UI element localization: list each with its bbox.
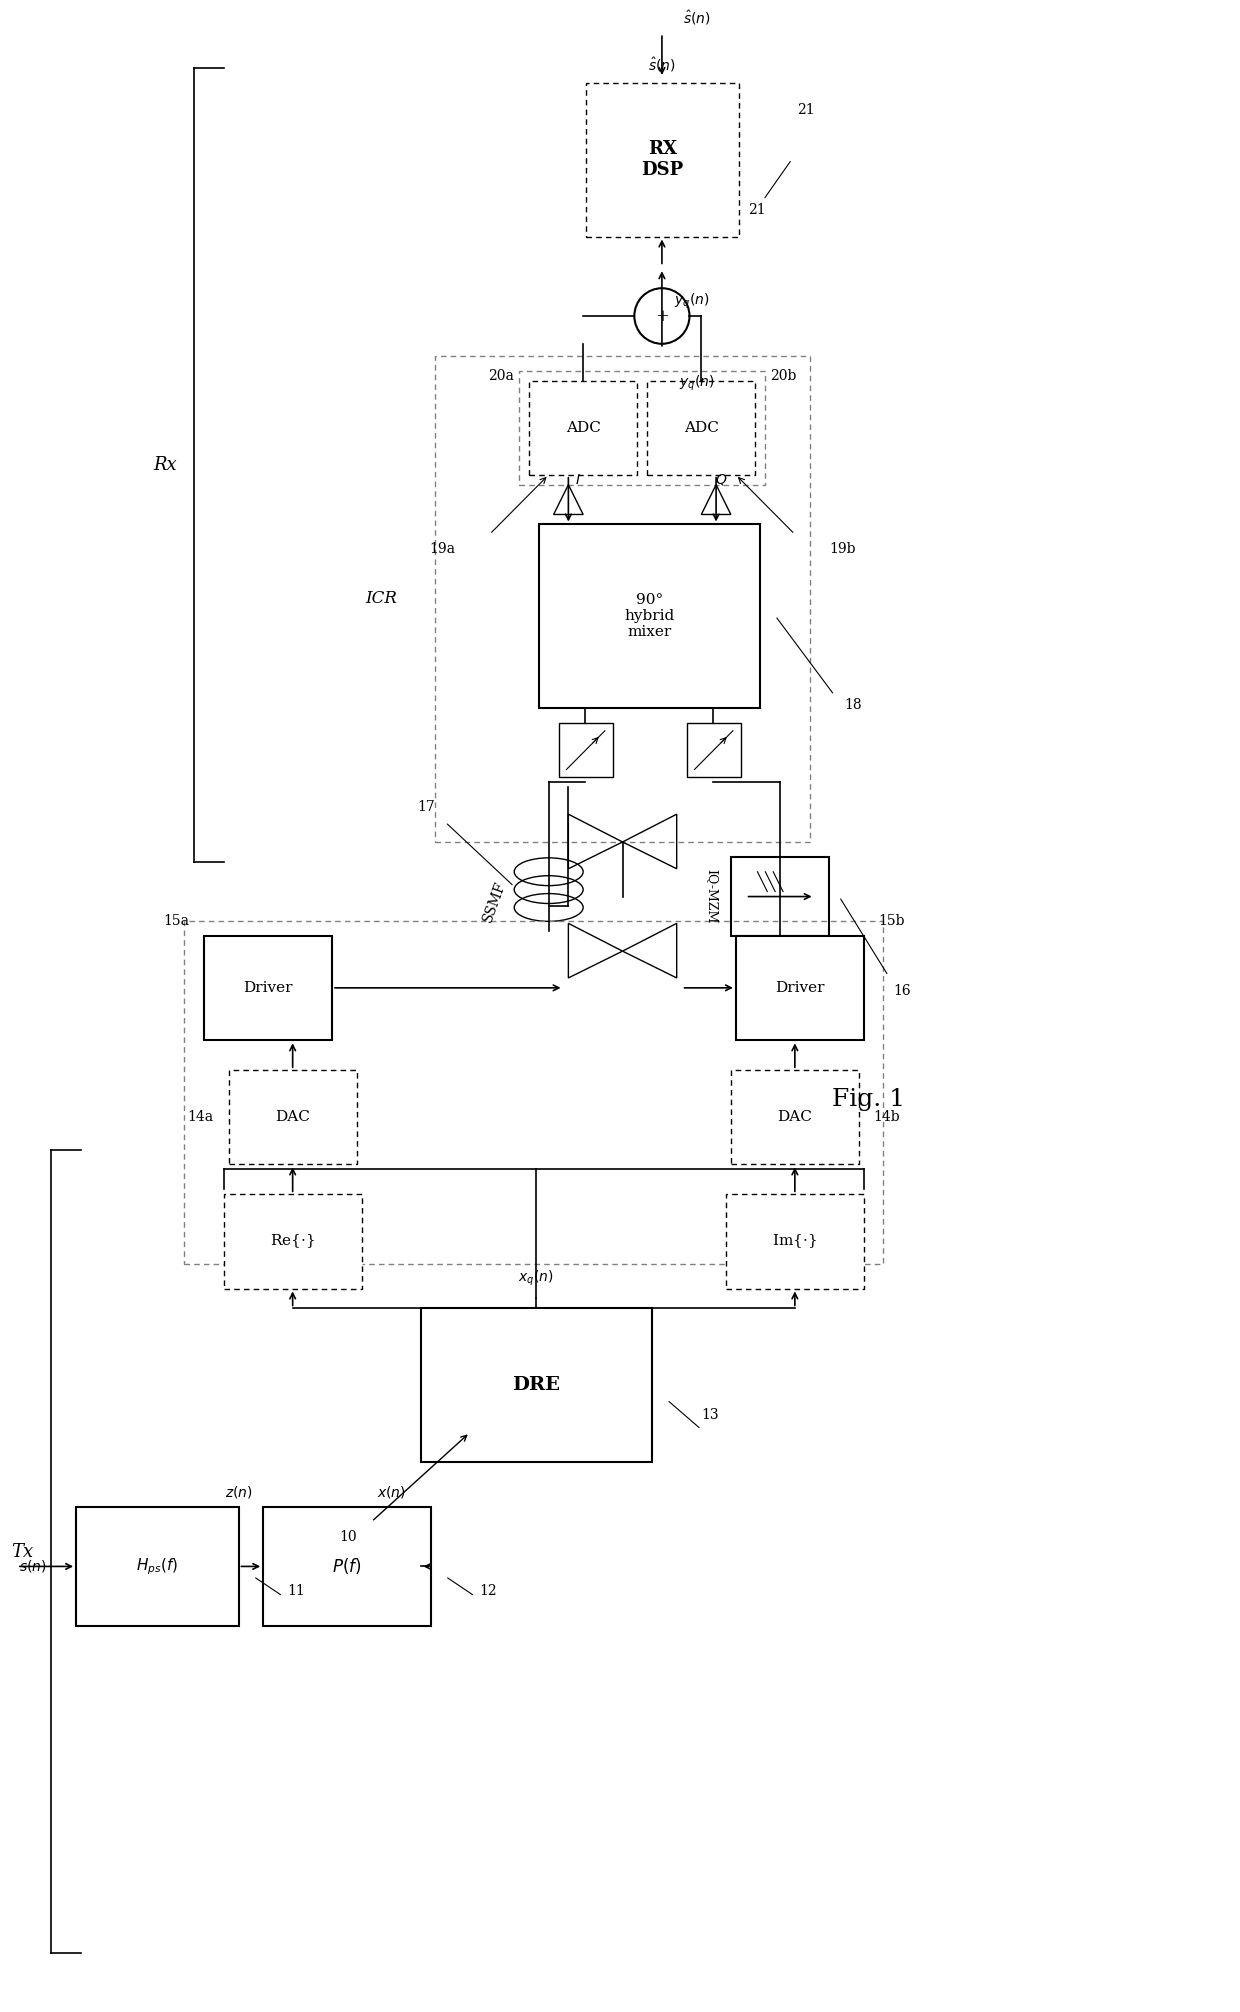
Text: 20b: 20b: [770, 368, 796, 382]
Text: DRE: DRE: [512, 1376, 560, 1394]
Text: 15b: 15b: [879, 913, 905, 928]
Bar: [687, 722, 740, 777]
Bar: [730, 857, 830, 936]
Bar: [587, 82, 739, 237]
Text: IQ-MZM: IQ-MZM: [704, 869, 718, 924]
Text: Tx: Tx: [11, 1543, 33, 1561]
Text: 19b: 19b: [830, 541, 856, 555]
Text: $z(n)$: $z(n)$: [224, 1485, 253, 1501]
Text: $s(n)$: $s(n)$: [19, 1559, 46, 1575]
Text: $Q$: $Q$: [714, 473, 727, 487]
Text: SSMF: SSMF: [481, 879, 508, 924]
Bar: [223, 1195, 362, 1288]
Bar: [529, 380, 637, 475]
Text: ICR: ICR: [366, 590, 397, 608]
Text: 12: 12: [480, 1583, 497, 1598]
Bar: [228, 1070, 357, 1165]
Text: 19a: 19a: [429, 541, 455, 555]
Text: 16: 16: [893, 984, 911, 998]
Text: $x_q(n)$: $x_q(n)$: [518, 1270, 553, 1288]
Text: 10: 10: [339, 1529, 357, 1543]
Bar: [539, 525, 760, 708]
Bar: [647, 380, 755, 475]
Text: 21: 21: [748, 161, 790, 217]
Text: $y_q(n)$: $y_q(n)$: [678, 374, 714, 392]
Text: Re{$\cdot$}: Re{$\cdot$}: [270, 1233, 315, 1249]
Text: 11: 11: [288, 1583, 305, 1598]
Bar: [420, 1308, 652, 1463]
Text: $\hat{s}(n)$: $\hat{s}(n)$: [649, 56, 676, 74]
Text: 14a: 14a: [187, 1111, 213, 1125]
Text: 17: 17: [418, 801, 435, 815]
Bar: [435, 356, 810, 841]
Text: $P(f)$: $P(f)$: [332, 1557, 362, 1577]
Bar: [558, 722, 613, 777]
Text: $x(n)$: $x(n)$: [377, 1485, 405, 1501]
Bar: [76, 1507, 238, 1626]
Text: 13: 13: [702, 1408, 719, 1422]
Text: DAC: DAC: [777, 1111, 812, 1125]
Text: 14b: 14b: [874, 1111, 900, 1125]
Text: ADC: ADC: [565, 421, 600, 435]
Text: Rx: Rx: [153, 457, 176, 475]
Bar: [725, 1195, 864, 1288]
Bar: [205, 936, 332, 1040]
Bar: [263, 1507, 430, 1626]
Text: 15a: 15a: [164, 913, 190, 928]
Bar: [730, 1070, 859, 1165]
Text: $H_{ps}(f)$: $H_{ps}(f)$: [136, 1555, 179, 1577]
Bar: [185, 921, 883, 1264]
Text: $y_q(n)$: $y_q(n)$: [673, 292, 709, 310]
Text: DAC: DAC: [275, 1111, 310, 1125]
Text: Driver: Driver: [243, 982, 293, 996]
Text: 21: 21: [797, 103, 815, 117]
Bar: [520, 370, 765, 485]
Text: RX
DSP: RX DSP: [641, 141, 683, 179]
Bar: [735, 936, 864, 1040]
Text: Driver: Driver: [775, 982, 825, 996]
Text: Fig. 1: Fig. 1: [832, 1088, 905, 1111]
Text: 18: 18: [844, 698, 862, 712]
Circle shape: [635, 288, 689, 344]
Text: $\hat{s}(n)$: $\hat{s}(n)$: [682, 10, 711, 28]
Text: ADC: ADC: [684, 421, 719, 435]
Text: $I$: $I$: [575, 473, 582, 487]
Text: 20a: 20a: [489, 368, 515, 382]
Text: +: +: [655, 308, 668, 324]
Text: 90°
hybrid
mixer: 90° hybrid mixer: [625, 594, 675, 640]
Text: Im{$\cdot$}: Im{$\cdot$}: [773, 1233, 817, 1249]
